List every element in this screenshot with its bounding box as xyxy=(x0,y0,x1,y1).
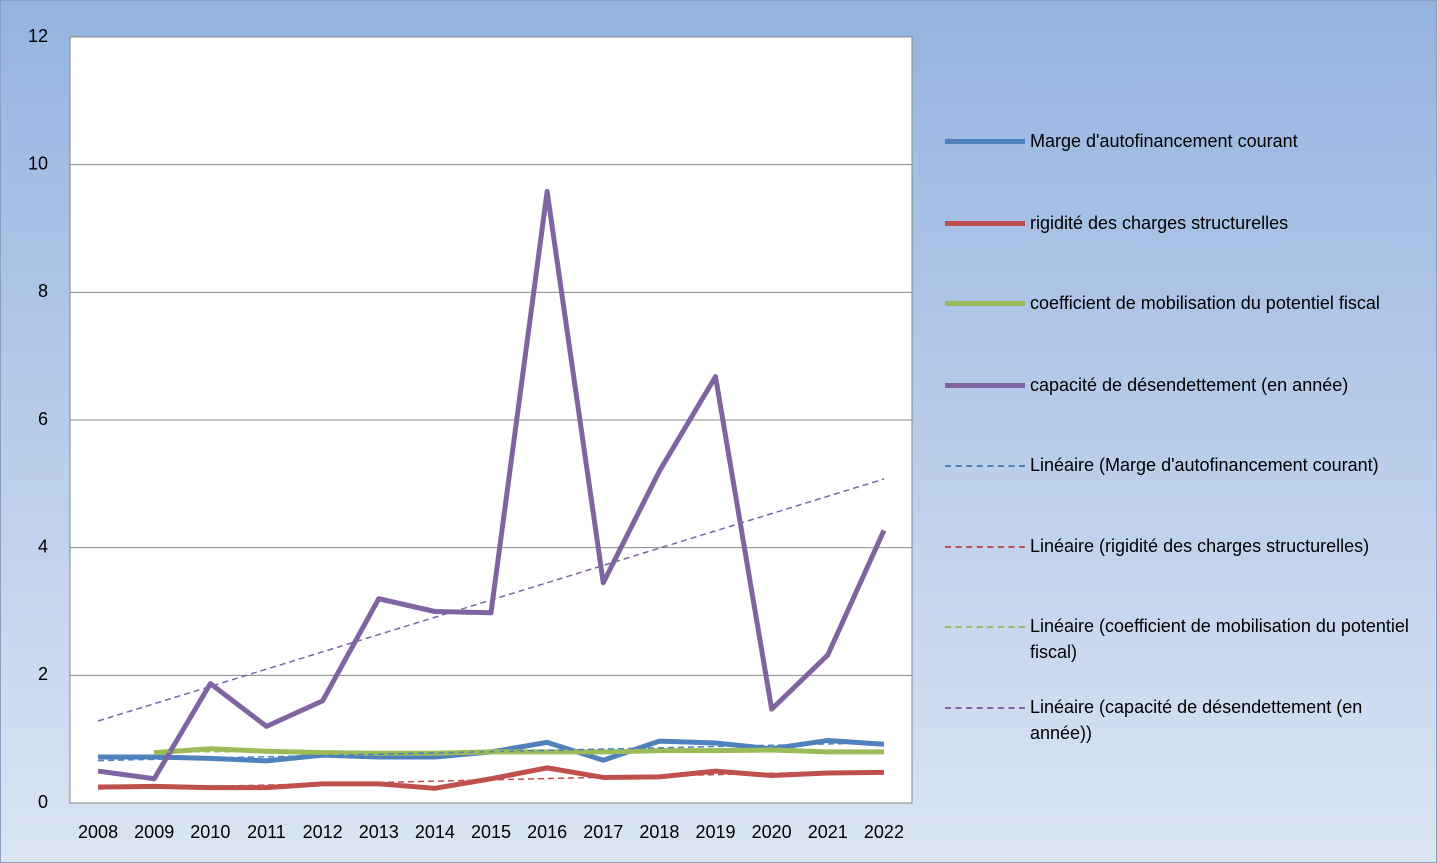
legend-item: Linéaire (Marge d'autofinancement couran… xyxy=(945,452,1425,478)
legend-item: Marge d'autofinancement courant xyxy=(945,128,1425,154)
x-tick-label: 2018 xyxy=(639,822,679,842)
legend-swatch xyxy=(945,626,1025,628)
x-tick-label: 2010 xyxy=(190,822,230,842)
y-tick-label: 12 xyxy=(28,26,48,46)
trend-line xyxy=(98,769,884,790)
x-tick-label: 2017 xyxy=(583,822,623,842)
legend-item: coefficient de mobilisation du potentiel… xyxy=(945,290,1425,316)
legend-label: coefficient de mobilisation du potentiel… xyxy=(1030,293,1380,313)
y-tick-label: 10 xyxy=(28,153,48,173)
x-tick-label: 2009 xyxy=(134,822,174,842)
legend-item: Linéaire (rigidité des charges structure… xyxy=(945,533,1425,559)
x-tick-label: 2011 xyxy=(247,822,286,842)
legend-label: rigidité des charges structurelles xyxy=(1030,213,1289,233)
y-tick-label: 0 xyxy=(38,792,48,812)
y-tick-label: 4 xyxy=(38,536,48,556)
legend-label: Linéaire (Marge d'autofinancement couran… xyxy=(1030,455,1379,475)
series-line xyxy=(97,188,887,782)
x-tick-label: 2012 xyxy=(303,822,343,842)
x-tick-label: 2015 xyxy=(471,822,511,842)
legend-swatch xyxy=(945,221,1025,226)
y-tick-label: 6 xyxy=(38,409,48,429)
legend-swatch xyxy=(945,546,1025,548)
legend-item: Linéaire (coefficient de mobilisation du… xyxy=(945,613,1425,665)
x-tick-label: 2014 xyxy=(415,822,455,842)
x-tick-label: 2016 xyxy=(527,822,567,842)
legend-item: Linéaire (capacité de désendettement (en… xyxy=(945,694,1425,746)
x-tick-label: 2019 xyxy=(696,822,736,842)
legend-label: Linéaire (coefficient de mobilisation du… xyxy=(1030,616,1409,662)
legend-swatch xyxy=(945,139,1025,144)
legend-swatch xyxy=(945,301,1025,306)
legend-item: rigidité des charges structurelles xyxy=(945,210,1425,236)
legend-label: Linéaire (capacité de désendettement (en… xyxy=(1030,697,1363,743)
trend-line xyxy=(98,741,884,762)
x-tick-label: 2020 xyxy=(752,822,792,842)
legend-item: capacité de désendettement (en année) xyxy=(945,372,1425,398)
trend-line xyxy=(97,478,885,722)
x-tick-label: 2013 xyxy=(359,822,399,842)
legend-swatch xyxy=(945,465,1025,467)
y-tick-label: 8 xyxy=(38,281,48,301)
legend-swatch xyxy=(945,707,1025,709)
x-tick-label: 2021 xyxy=(808,822,848,842)
legend-label: capacité de désendettement (en année) xyxy=(1030,375,1349,395)
x-tick-label: 2022 xyxy=(864,822,904,842)
y-tick-label: 2 xyxy=(38,664,48,684)
legend-label: Marge d'autofinancement courant xyxy=(1030,131,1298,151)
legend-swatch xyxy=(945,383,1025,388)
legend-label: Linéaire (rigidité des charges structure… xyxy=(1030,536,1370,556)
x-tick-label: 2008 xyxy=(78,822,118,842)
